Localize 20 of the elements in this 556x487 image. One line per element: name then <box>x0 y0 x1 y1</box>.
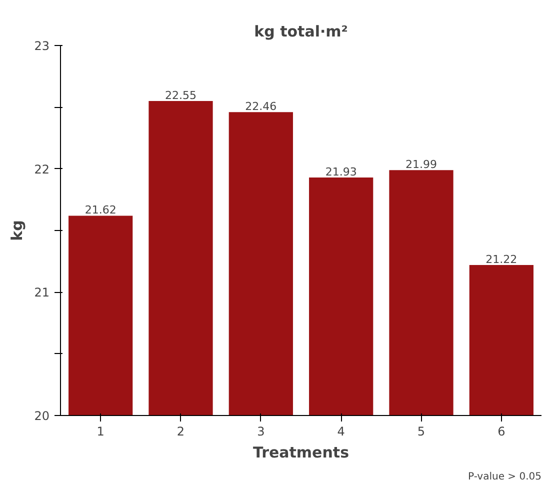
x-tick-label: 3 <box>257 424 265 438</box>
data-label: 22.55 <box>165 89 197 102</box>
x-tick-label: 4 <box>337 424 345 438</box>
x-tick-label: 2 <box>176 424 185 438</box>
data-label: 21.93 <box>325 165 357 178</box>
x-tick-label: 6 <box>498 424 506 438</box>
chart-title: kg total·m² <box>254 22 348 40</box>
text: P-value > 0.05 <box>468 472 542 482</box>
y-axis-title: kg <box>8 220 26 241</box>
data-label: 22.46 <box>245 100 277 114</box>
data-label: 21.99 <box>406 158 438 172</box>
y-tick-label: 23 <box>34 39 50 53</box>
x-tick-label: 1 <box>96 424 104 438</box>
y-tick-label: 21 <box>34 286 50 300</box>
data-label: 21.22 <box>486 253 518 266</box>
data-label: 21.62 <box>84 204 116 217</box>
y-tick-label: 20 <box>34 409 50 423</box>
y-tick-label: 22 <box>34 162 50 176</box>
x-tick-label: 5 <box>417 424 426 438</box>
x-axis-title: Treatments <box>252 444 350 462</box>
